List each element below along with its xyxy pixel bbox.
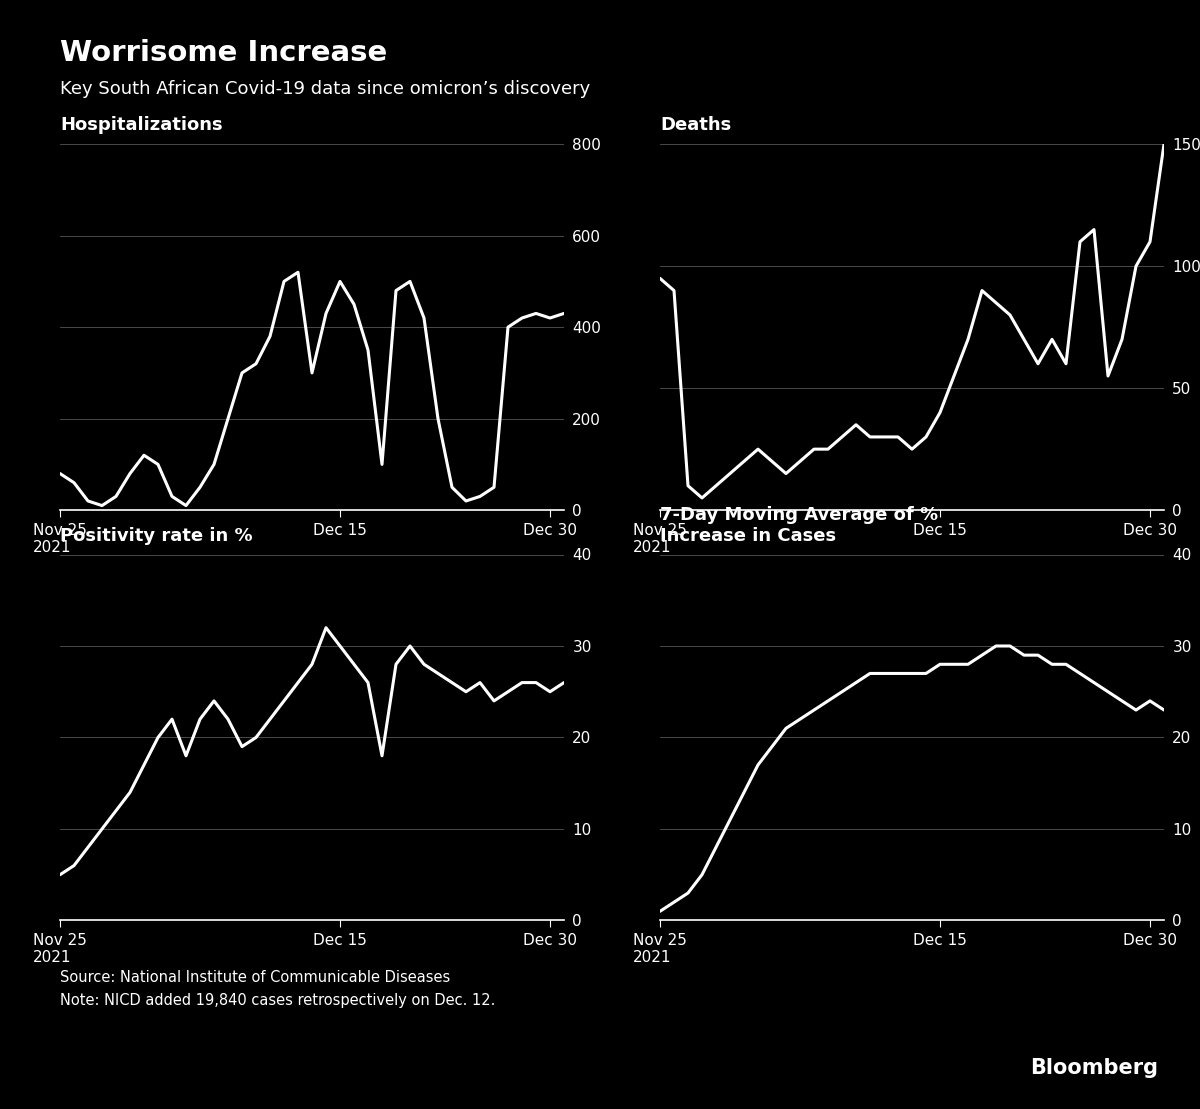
Text: Bloomberg: Bloomberg: [1030, 1058, 1158, 1078]
Text: Hospitalizations: Hospitalizations: [60, 116, 223, 134]
Text: Source: National Institute of Communicable Diseases
Note: NICD added 19,840 case: Source: National Institute of Communicab…: [60, 970, 496, 1008]
Text: Positivity rate in %: Positivity rate in %: [60, 527, 253, 545]
Text: Deaths: Deaths: [660, 116, 731, 134]
Text: 7-Day Moving Average of %
Increase in Cases: 7-Day Moving Average of % Increase in Ca…: [660, 506, 938, 545]
Text: Key South African Covid-19 data since omicron’s discovery: Key South African Covid-19 data since om…: [60, 80, 590, 98]
Text: Worrisome Increase: Worrisome Increase: [60, 39, 388, 67]
